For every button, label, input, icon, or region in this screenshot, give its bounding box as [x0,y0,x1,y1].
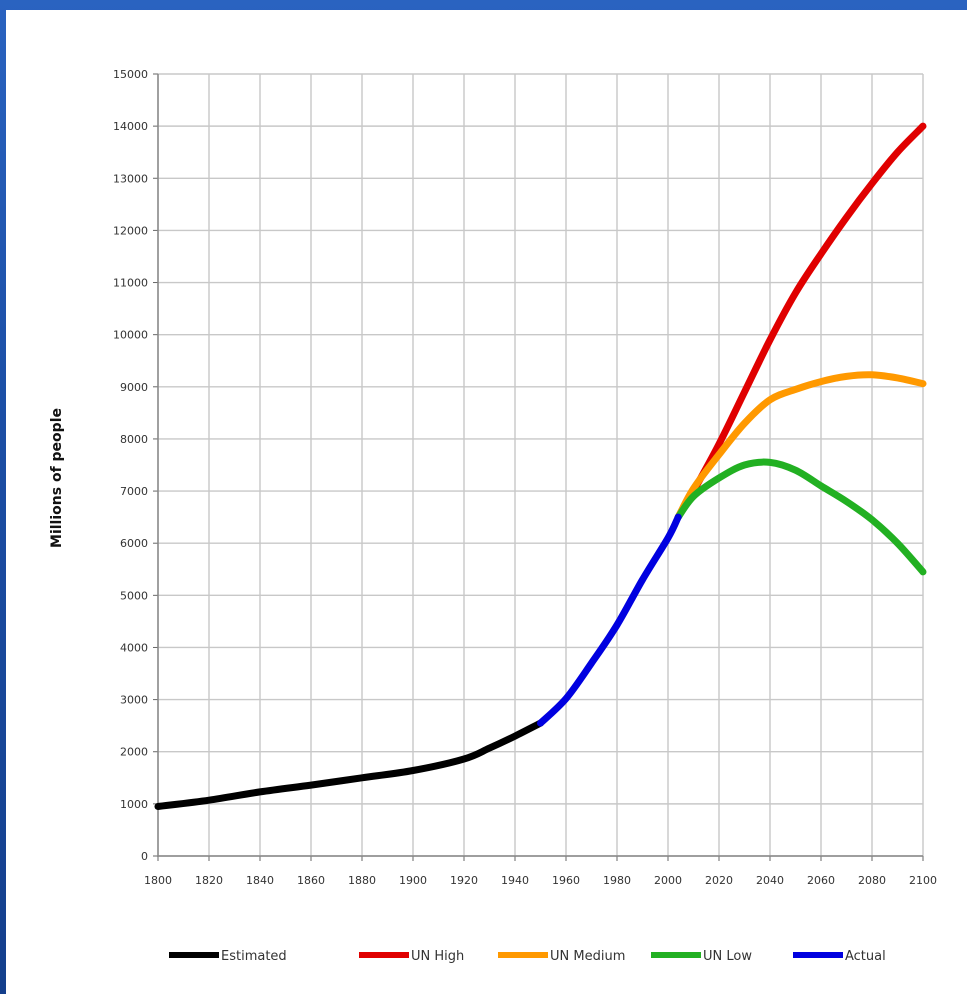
x-tick-label: 1960 [552,874,580,887]
series-line-un-medium [674,371,927,521]
legend: Estimated UN High UN Medium UN Low Actual [169,949,886,964]
x-tick-label: 2060 [807,874,835,887]
y-tick-label: 3000 [120,694,148,707]
x-tick-label: 1920 [450,874,478,887]
legend-label-actual: Actual [845,949,886,964]
y-axis-label: Millions of people [49,408,65,548]
series-line-estimated [154,719,544,810]
y-tick-label: 14000 [113,120,148,133]
x-tick-label: 1880 [348,874,376,887]
series-lines [154,122,927,810]
axes [153,73,924,861]
x-tick-label: 1980 [603,874,631,887]
x-tick-label: 2040 [756,874,784,887]
x-tick-label: 1900 [399,874,427,887]
chart-panel: 0 1000 2000 3000 4000 5000 6000 7000 8000 9000 100… [6,10,967,994]
y-tick-label: 11000 [113,277,148,290]
x-tick-labels: 1800 1820 1840 1860 1880 1900 1920 1940 1960 1980… [144,874,937,887]
grid [157,73,924,857]
legend-label-estimated: Estimated [221,949,287,964]
y-tick-label: 2000 [120,746,148,759]
series-line-actual [537,513,682,727]
y-tick-label: 8000 [120,433,148,446]
y-tick-label: 1000 [120,798,148,811]
y-tick-label: 15000 [113,68,148,81]
y-tick-label: 7000 [120,485,148,498]
legend-label-un-high: UN High [411,949,464,964]
y-tick-label: 12000 [113,224,148,237]
x-tick-label: 1860 [297,874,325,887]
y-tick-label: 4000 [120,641,148,654]
x-tick-label: 2100 [909,874,937,887]
x-tick-label: 2000 [654,874,682,887]
y-tick-label: 10000 [113,329,148,342]
y-tick-label: 6000 [120,537,148,550]
legend-label-un-low: UN Low [703,949,752,964]
x-tick-label: 1940 [501,874,529,887]
y-tick-label: 5000 [120,589,148,602]
population-chart: 0 1000 2000 3000 4000 5000 6000 7000 8000 9000 100… [49,68,937,964]
y-tick-label: 9000 [120,381,148,394]
x-tick-label: 2080 [858,874,886,887]
y-tick-label: 0 [141,850,148,863]
x-tick-label: 1800 [144,874,172,887]
x-tick-label: 2020 [705,874,733,887]
x-tick-label: 1820 [195,874,223,887]
series-line-un-low [674,458,927,576]
y-tick-label: 13000 [113,172,148,185]
y-tick-labels: 0 1000 2000 3000 4000 5000 6000 7000 8000 9000 100… [113,68,148,863]
legend-label-un-medium: UN Medium [550,949,625,964]
x-tick-label: 1840 [246,874,274,887]
